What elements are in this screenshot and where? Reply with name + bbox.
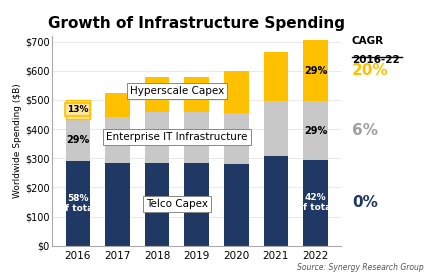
Bar — [184, 163, 209, 246]
Text: 6%: 6% — [352, 123, 378, 138]
Bar — [303, 101, 328, 160]
Text: 13%: 13% — [67, 105, 89, 114]
Text: 42%
of total: 42% of total — [297, 193, 334, 212]
Bar — [264, 52, 288, 100]
Bar — [145, 77, 169, 112]
Bar — [184, 112, 209, 163]
Bar — [264, 100, 288, 156]
Bar — [145, 163, 169, 246]
Text: 58%
of total: 58% of total — [59, 194, 97, 213]
Text: 29%: 29% — [304, 126, 327, 136]
Bar — [224, 71, 249, 113]
Text: Telco Capex: Telco Capex — [146, 199, 208, 209]
Bar — [184, 77, 209, 112]
Text: 29%: 29% — [304, 66, 327, 76]
Text: Hyperscale Capex: Hyperscale Capex — [130, 86, 224, 96]
Bar — [66, 119, 90, 161]
Text: CAGR: CAGR — [352, 36, 384, 46]
Bar — [105, 163, 130, 246]
Title: Growth of Infrastructure Spending: Growth of Infrastructure Spending — [48, 15, 345, 31]
Text: Source: Synergy Research Group: Source: Synergy Research Group — [297, 263, 424, 272]
Bar — [66, 161, 90, 246]
Bar — [303, 160, 328, 246]
Bar — [224, 164, 249, 246]
Bar — [303, 40, 328, 101]
Text: 2016-22: 2016-22 — [352, 55, 399, 65]
Bar — [66, 100, 90, 119]
Bar — [264, 156, 288, 246]
Text: Enterprise IT Infrastructure: Enterprise IT Infrastructure — [106, 132, 247, 142]
Bar — [224, 113, 249, 164]
Text: 20%: 20% — [352, 63, 388, 78]
Text: 29%: 29% — [66, 135, 90, 145]
Bar — [105, 93, 130, 118]
Y-axis label: Worldwide Spending ($B): Worldwide Spending ($B) — [13, 83, 22, 198]
Bar — [105, 118, 130, 163]
Text: 0%: 0% — [352, 195, 378, 210]
Bar — [145, 112, 169, 163]
